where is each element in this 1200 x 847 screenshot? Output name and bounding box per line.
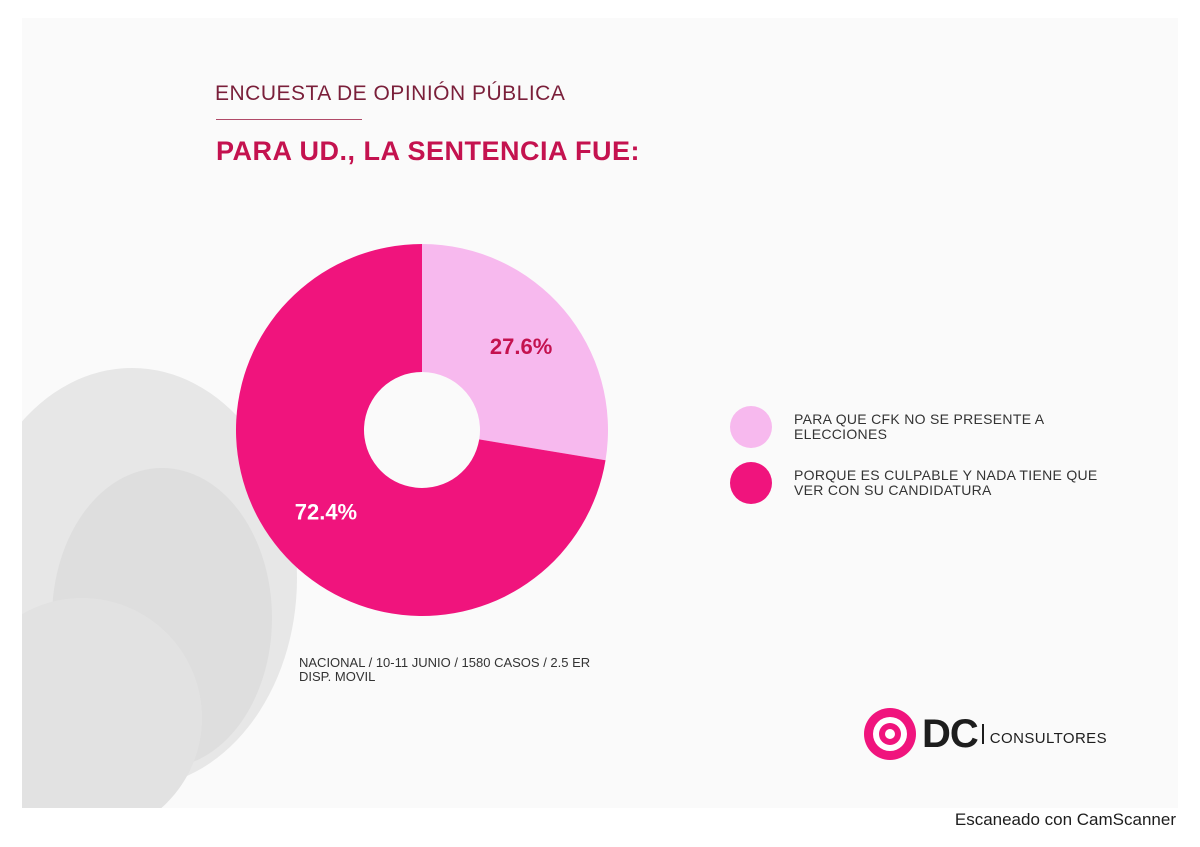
legend-swatch-magenta: [730, 462, 772, 504]
legend-label: PARA QUE CFK NO SE PRESENTE A ELECCIONES: [794, 411, 1044, 442]
chart-title: PARA UD., LA SENTENCIA FUE:: [216, 136, 640, 166]
donut-data-label-0: 27.6%: [490, 334, 552, 359]
logo-divider: [981, 724, 984, 744]
legend-label: PORQUE ES CULPABLE Y NADA TIENE QUE VER …: [794, 467, 1098, 498]
donut-data-label-1: 72.4%: [295, 500, 357, 525]
legend-item-culpable: PORQUE ES CULPABLE Y NADA TIENE QUE VER …: [730, 462, 1150, 504]
legend-swatch-light-pink: [730, 406, 772, 448]
chart-legend: PARA QUE CFK NO SE PRESENTE A ELECCIONES…: [730, 406, 1150, 518]
methodology-note: NACIONAL / 10-11 JUNIO / 1580 CASOS / 2.…: [299, 655, 591, 684]
legend-item-no-se-presente: PARA QUE CFK NO SE PRESENTE A ELECCIONES: [730, 406, 1150, 448]
kicker-underline: [216, 119, 362, 120]
dc-consultores-logo: DC CONSULTORES: [862, 706, 1107, 762]
donut-slice-0: [422, 244, 608, 461]
survey-kicker: ENCUESTA DE OPINIÓN PÚBLICA: [215, 82, 566, 105]
logo-company-name: CONSULTORES: [989, 729, 1107, 747]
target-ring-icon: [864, 708, 916, 760]
scanner-watermark: Escaneado con CamScanner: [954, 810, 1176, 829]
slide: ENCUESTA DE OPINIÓN PÚBLICA PARA UD., LA…: [22, 18, 1178, 808]
donut-chart: 27.6% 72.4%: [236, 244, 608, 616]
donut-slice-1: [236, 244, 606, 616]
logo-wordmark: DC: [922, 711, 979, 756]
